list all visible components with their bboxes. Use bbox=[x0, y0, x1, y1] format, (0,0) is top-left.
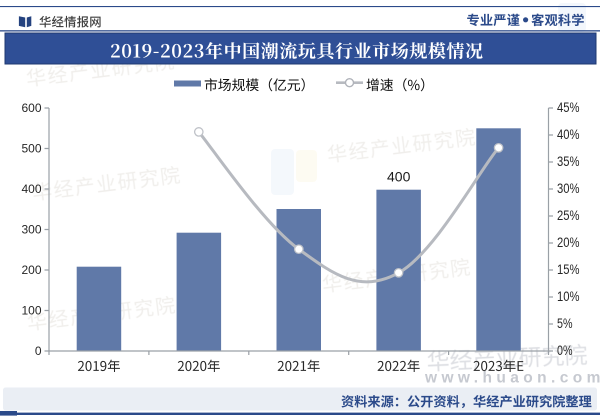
svg-text:25%: 25% bbox=[557, 208, 580, 223]
svg-text:40%: 40% bbox=[557, 127, 580, 142]
svg-text:0%: 0% bbox=[557, 343, 573, 358]
svg-text:0: 0 bbox=[35, 344, 42, 358]
svg-text:20%: 20% bbox=[557, 235, 580, 250]
svg-text:500: 500 bbox=[21, 141, 41, 155]
svg-text:35%: 35% bbox=[557, 154, 580, 169]
svg-text:15%: 15% bbox=[557, 262, 580, 277]
svg-text:300: 300 bbox=[21, 222, 41, 236]
svg-text:100: 100 bbox=[21, 303, 41, 317]
svg-text:600: 600 bbox=[21, 101, 41, 115]
svg-text:30%: 30% bbox=[557, 181, 580, 196]
svg-text:400: 400 bbox=[21, 182, 41, 196]
svg-text:5%: 5% bbox=[557, 316, 573, 331]
svg-text:10%: 10% bbox=[557, 289, 580, 304]
svg-text:www.huaon.com: www.huaon.com bbox=[424, 370, 600, 387]
svg-text:400: 400 bbox=[387, 169, 411, 185]
svg-text:45%: 45% bbox=[557, 100, 580, 115]
svg-text:200: 200 bbox=[21, 263, 41, 277]
